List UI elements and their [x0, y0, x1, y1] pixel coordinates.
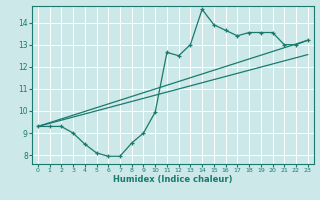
X-axis label: Humidex (Indice chaleur): Humidex (Indice chaleur) [113, 175, 233, 184]
